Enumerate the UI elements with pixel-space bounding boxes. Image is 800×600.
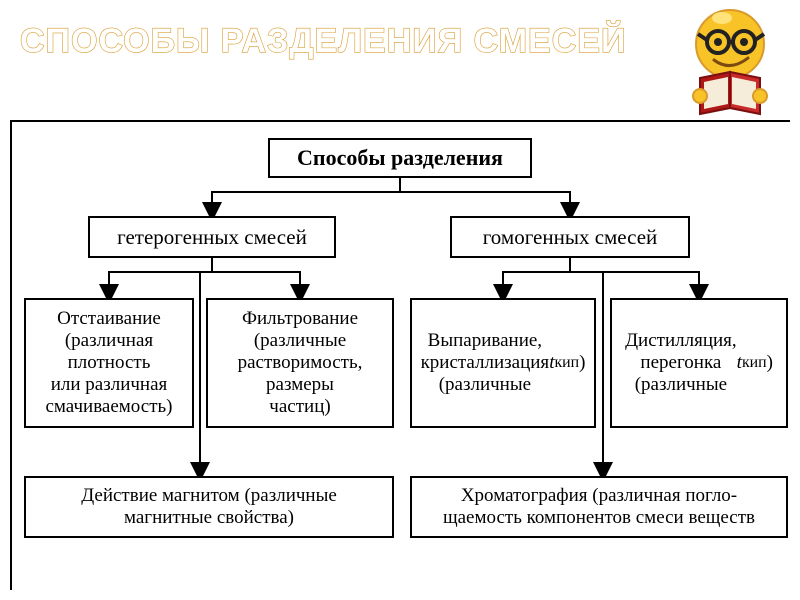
page-title-text: СПОСОБЫ РАЗДЕЛЕНИЯ СМЕСЕЙ [20,21,626,60]
node-l2: Фильтрование(различныерастворимость,разм… [206,298,394,428]
node-b1: Действие магнитом (различныемагнитные св… [24,476,394,538]
smiley-reader-icon [670,0,790,120]
page-title: СПОСОБЫ РАЗДЕЛЕНИЯ СМЕСЕЙ [20,18,740,68]
node-l1: Отстаивание(различнаяплотностьили различ… [24,298,194,428]
node-l4: Дистилляция,перегонка(различныеtкип) [610,298,788,428]
node-b2: Хроматография (различная погло-щаемость … [410,476,788,538]
node-hetero: гетерогенных смесей [88,216,336,258]
node-homo: гомогенных смесей [450,216,690,258]
node-l3: Выпаривание,кристаллизация(различныеtкип… [410,298,596,428]
node-root: Способы разделения [268,138,532,178]
